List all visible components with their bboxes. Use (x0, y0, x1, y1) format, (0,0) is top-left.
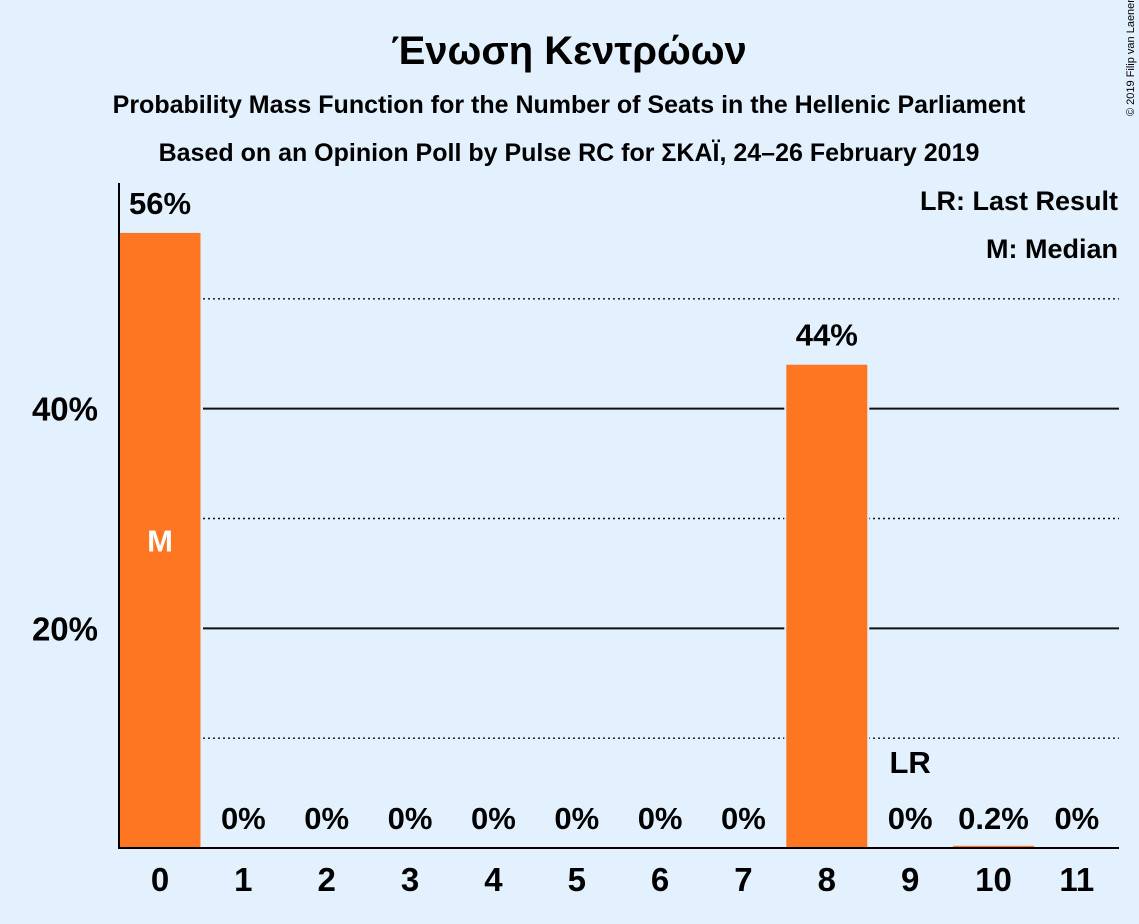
x-tick-label: 3 (401, 861, 419, 898)
copyright-notice: © 2019 Filip van Laenen (1125, 0, 1137, 116)
bar (953, 845, 1034, 848)
x-tick-label: 11 (1059, 861, 1094, 898)
bar-value-label: 0.2% (958, 801, 1029, 836)
median-marker: M (147, 523, 173, 558)
bar-value-label: 44% (796, 318, 858, 353)
x-tick-label: 1 (234, 861, 252, 898)
bar-value-label: 0% (638, 801, 683, 836)
x-tick-label: 4 (484, 861, 503, 898)
bar-gap (951, 805, 1036, 848)
bar (786, 364, 868, 848)
x-tick-label: 10 (975, 861, 1012, 898)
gridlines (117, 192, 1119, 848)
y-tick-label: 40% (32, 391, 98, 428)
legend-median: M: Median (986, 234, 1118, 264)
x-tick-label: 5 (568, 861, 586, 898)
bar-value-label: 0% (388, 801, 433, 836)
x-tick-label: 6 (651, 861, 669, 898)
legend-last-result: LR: Last Result (920, 186, 1118, 216)
last-result-marker: LR (889, 745, 930, 780)
y-axis-ticks: 20% 40% (32, 391, 98, 648)
x-tick-label: 9 (901, 861, 919, 898)
bar-value-label: 56% (129, 186, 191, 221)
value-labels: 56% 0% 0% 0% 0% 0% 0% 0% 44% 0% 0.2% 0% (129, 186, 1099, 836)
chart-subtitle-poll: Based on an Opinion Poll by Pulse RC for… (159, 139, 980, 167)
x-tick-label: 8 (818, 861, 836, 898)
x-tick-label: 0 (151, 861, 169, 898)
bar-value-label: 0% (721, 801, 766, 836)
chart-title: Ένωση Κεντρώων (391, 29, 747, 73)
bar-value-label: 0% (304, 801, 349, 836)
x-tick-label: 2 (318, 861, 336, 898)
y-tick-label: 20% (32, 610, 98, 647)
bars (119, 232, 1034, 848)
x-axis-ticks: 0 1 2 3 4 5 6 7 8 9 10 11 (151, 861, 1094, 898)
chart-subtitle: Probability Mass Function for the Number… (113, 91, 1026, 119)
bar-value-label: 0% (221, 801, 266, 836)
markers: M LR (147, 523, 931, 780)
bar-value-label: 0% (1054, 801, 1099, 836)
bar-value-label: 0% (471, 801, 516, 836)
x-tick-label: 7 (734, 861, 752, 898)
bar-value-label: 0% (554, 801, 599, 836)
bar-value-label: 0% (888, 801, 933, 836)
bar (119, 232, 201, 848)
